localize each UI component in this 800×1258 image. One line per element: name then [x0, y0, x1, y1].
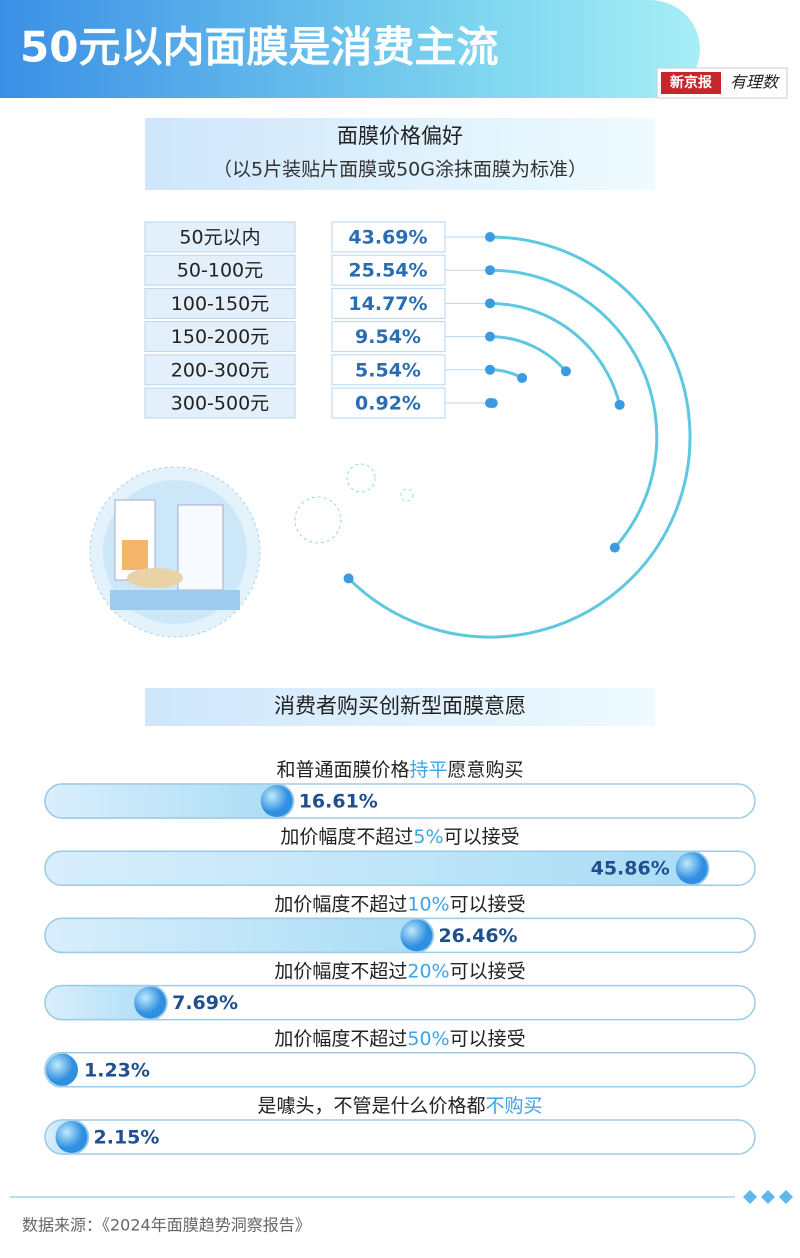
- arc-bar: [490, 270, 657, 547]
- bar-track: [45, 1053, 755, 1087]
- arc-start-dot: [485, 298, 495, 308]
- value-label: 9.54%: [355, 326, 421, 348]
- bar-end-ball: [676, 852, 708, 884]
- arc-end-dot: [561, 366, 571, 376]
- arc-end-dot: [517, 373, 527, 383]
- page-title: 50元以内面膜是消费主流: [20, 23, 498, 72]
- category-part: 可以接受: [450, 960, 526, 982]
- category-label: 200-300元: [171, 359, 269, 381]
- category-label: 和普通面膜价格持平愿意购买: [276, 759, 523, 781]
- value-label: 2.15%: [94, 1127, 160, 1149]
- category-label: 加价幅度不超过5%可以接受: [280, 826, 519, 848]
- arc-start-dot: [485, 265, 495, 275]
- source: 数据来源：《2024年面膜趋势洞察报告》: [22, 1216, 311, 1235]
- category-part: 加价幅度不超过: [274, 960, 407, 982]
- value-label: 5.54%: [355, 359, 421, 381]
- category-part: 持平: [409, 759, 447, 781]
- category-part: 加价幅度不超过: [274, 1027, 407, 1049]
- logo-text: 有理数: [730, 73, 780, 92]
- category-part: 可以接受: [450, 1027, 526, 1049]
- value-label: 45.86%: [591, 858, 670, 880]
- bar: [45, 918, 433, 952]
- category-label: 150-200元: [171, 326, 269, 348]
- arc-end-dot: [344, 573, 354, 583]
- arc-end-dot: [615, 400, 625, 410]
- arc-start-dot: [485, 365, 495, 375]
- category-part: 20%: [407, 960, 449, 982]
- value-label: 0.92%: [355, 393, 421, 415]
- arc-start-dot: [485, 332, 495, 342]
- arc-bar: [490, 303, 620, 404]
- category-label: 300-500元: [171, 393, 269, 415]
- value-label: 7.69%: [172, 992, 238, 1014]
- arc-start-dot: [485, 232, 495, 242]
- category-label: 加价幅度不超过10%可以接受: [274, 893, 525, 915]
- bar: [45, 784, 294, 818]
- product-image: [90, 467, 260, 637]
- value-label: 43.69%: [348, 227, 427, 249]
- category-part: 加价幅度不超过: [274, 893, 407, 915]
- value-label: 25.54%: [348, 260, 427, 282]
- category-part: 是噱头，不管是什么价格都: [257, 1095, 485, 1117]
- category-part: 可以接受: [450, 893, 526, 915]
- bar-end-ball: [261, 785, 293, 817]
- chart-title: 面膜价格偏好: [337, 124, 463, 148]
- bar-end-ball: [56, 1121, 88, 1153]
- category-part: 50%: [407, 1027, 449, 1049]
- value-label: 14.77%: [348, 293, 427, 315]
- category-part: 10%: [407, 893, 449, 915]
- category-label: 加价幅度不超过50%可以接受: [274, 1027, 525, 1049]
- value-label: 1.23%: [84, 1059, 150, 1081]
- chart-title: 消费者购买创新型面膜意愿: [274, 694, 526, 718]
- value-label: 26.46%: [438, 925, 517, 947]
- arc-end-dot: [610, 543, 620, 553]
- value-label: 16.61%: [299, 791, 378, 813]
- divider-diamonds: [743, 1190, 793, 1204]
- category-label: 100-150元: [171, 293, 269, 315]
- arc-bar: [490, 337, 566, 372]
- category-part: 可以接受: [444, 826, 520, 848]
- category-label: 加价幅度不超过20%可以接受: [274, 960, 525, 982]
- bar-end-ball: [400, 919, 432, 951]
- chart-subtitle: （以5片装贴片面膜或50G涂抹面膜为标准）: [213, 159, 587, 181]
- bar-end-ball: [46, 1054, 78, 1086]
- arc-end-dot: [488, 398, 498, 408]
- category-label: 是噱头，不管是什么价格都不购买: [257, 1095, 542, 1117]
- category-part: 愿意购买: [448, 759, 524, 781]
- category-part: 5%: [413, 826, 443, 848]
- bar-end-ball: [134, 987, 166, 1019]
- category-part: 不购买: [486, 1095, 543, 1117]
- category-label: 50-100元: [177, 260, 263, 282]
- category-part: 和普通面膜价格: [276, 759, 409, 781]
- category-part: 加价幅度不超过: [280, 826, 413, 848]
- decor-bubbles: [295, 464, 413, 543]
- category-label: 50元以内: [179, 227, 260, 249]
- logo-text: 新京报: [670, 74, 712, 91]
